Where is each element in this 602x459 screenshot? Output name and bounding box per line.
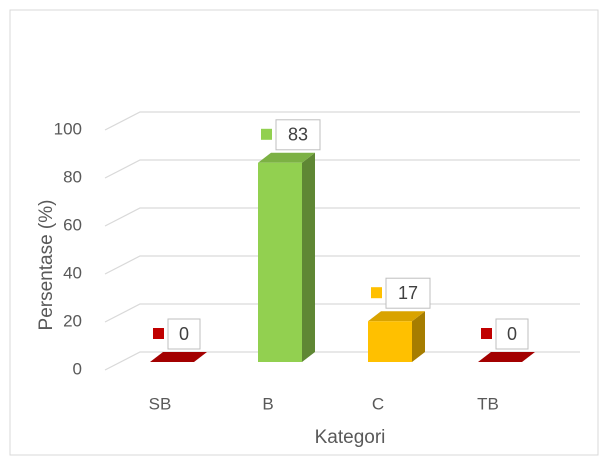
grid-line: [104, 111, 580, 131]
bar-front: [368, 321, 412, 362]
label-box: [495, 318, 529, 350]
grid-line: [104, 255, 580, 275]
data-label: 0: [507, 324, 517, 344]
x-tick-label: B: [262, 394, 273, 413]
y-tick-label: 60: [63, 215, 82, 234]
bar-front: [258, 162, 302, 362]
grid-line: [104, 303, 580, 323]
y-tick-label: 0: [73, 359, 82, 378]
label-marker: [261, 128, 272, 140]
label-box: [275, 119, 321, 151]
x-tick-label: C: [372, 394, 384, 413]
x-tick-label: TB: [477, 394, 499, 413]
y-tick-label: 20: [63, 311, 82, 330]
bar: [478, 352, 535, 362]
grid-line: [104, 351, 580, 371]
label-box: [385, 277, 431, 309]
bar-top: [478, 352, 535, 362]
label-marker: [153, 328, 164, 339]
bar-side: [302, 152, 315, 362]
y-tick-label: 100: [54, 119, 82, 138]
data-label: 17: [398, 283, 418, 303]
label-marker: [371, 287, 382, 299]
x-axis-label: Kategori: [315, 427, 386, 448]
x-tick-label: SB: [149, 394, 172, 413]
bar-top: [150, 352, 207, 362]
bar-top: [368, 311, 425, 322]
y-axis-label: Persentase (%): [36, 200, 57, 331]
y-tick-label: 80: [63, 167, 82, 186]
grid-line: [104, 159, 580, 179]
bar-top: [258, 152, 315, 163]
bar: [150, 352, 207, 362]
label-box: [167, 318, 201, 350]
data-label: 0: [179, 324, 189, 344]
bar: [258, 152, 315, 362]
y-tick-label: 40: [63, 263, 82, 282]
bar-side: [412, 311, 425, 362]
grid-line: [104, 207, 580, 227]
label-marker: [481, 328, 492, 339]
data-label: 83: [288, 125, 308, 145]
bar: [368, 311, 425, 362]
